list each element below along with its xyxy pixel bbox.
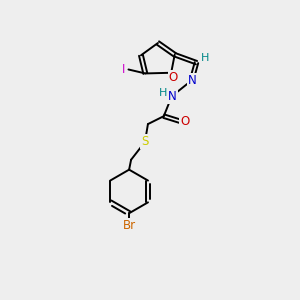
Text: N: N: [168, 90, 177, 103]
Text: I: I: [122, 63, 125, 76]
Text: S: S: [141, 135, 148, 148]
Text: H: H: [159, 88, 167, 98]
Text: Br: Br: [122, 219, 136, 232]
Text: N: N: [188, 74, 197, 87]
Text: O: O: [180, 115, 189, 128]
Text: H: H: [201, 53, 210, 63]
Text: O: O: [169, 71, 178, 84]
